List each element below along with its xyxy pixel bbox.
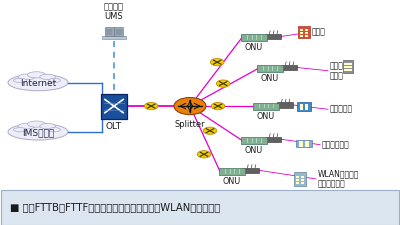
Text: ONU: ONU <box>245 43 263 52</box>
FancyBboxPatch shape <box>265 34 281 39</box>
Text: 机场候机楼: 机场候机楼 <box>330 105 353 114</box>
FancyBboxPatch shape <box>257 65 283 72</box>
FancyBboxPatch shape <box>342 60 354 72</box>
FancyBboxPatch shape <box>300 32 303 34</box>
FancyBboxPatch shape <box>243 168 259 173</box>
Ellipse shape <box>40 74 55 79</box>
FancyBboxPatch shape <box>265 137 281 142</box>
Ellipse shape <box>8 74 68 91</box>
FancyBboxPatch shape <box>296 179 299 181</box>
FancyBboxPatch shape <box>301 182 304 184</box>
FancyBboxPatch shape <box>306 143 309 145</box>
FancyBboxPatch shape <box>241 137 267 144</box>
FancyBboxPatch shape <box>305 106 308 108</box>
Circle shape <box>210 58 224 66</box>
FancyBboxPatch shape <box>299 142 302 144</box>
FancyBboxPatch shape <box>306 145 309 147</box>
Circle shape <box>144 102 158 110</box>
FancyBboxPatch shape <box>300 106 303 108</box>
Circle shape <box>197 151 211 158</box>
FancyBboxPatch shape <box>296 182 299 184</box>
FancyBboxPatch shape <box>253 103 279 110</box>
Text: ■ 采用FTTB或FTTF（光纤到楼层）模式，实现WLAN的快速部署: ■ 采用FTTB或FTTF（光纤到楼层）模式，实现WLAN的快速部署 <box>10 202 220 212</box>
FancyBboxPatch shape <box>348 69 352 71</box>
FancyBboxPatch shape <box>344 66 348 68</box>
FancyBboxPatch shape <box>305 104 308 106</box>
Text: Internet: Internet <box>20 79 56 88</box>
FancyBboxPatch shape <box>300 104 303 106</box>
FancyBboxPatch shape <box>281 65 297 70</box>
Ellipse shape <box>48 78 60 83</box>
FancyBboxPatch shape <box>344 63 348 65</box>
Circle shape <box>211 102 225 110</box>
Text: ONU: ONU <box>261 74 279 83</box>
FancyBboxPatch shape <box>101 94 127 119</box>
Text: Splitter: Splitter <box>175 120 205 129</box>
Ellipse shape <box>18 74 35 80</box>
Text: ONU: ONU <box>245 146 263 155</box>
Circle shape <box>174 97 206 115</box>
FancyBboxPatch shape <box>306 142 309 144</box>
Text: ONU: ONU <box>257 112 275 121</box>
FancyBboxPatch shape <box>294 172 306 186</box>
Text: 火车站候车厅: 火车站候车厅 <box>322 140 350 149</box>
FancyBboxPatch shape <box>296 176 299 178</box>
FancyBboxPatch shape <box>305 29 308 31</box>
FancyBboxPatch shape <box>1 190 399 225</box>
FancyBboxPatch shape <box>299 145 302 147</box>
Circle shape <box>203 127 217 134</box>
FancyBboxPatch shape <box>300 29 303 31</box>
Ellipse shape <box>8 124 68 140</box>
FancyBboxPatch shape <box>105 27 114 36</box>
FancyBboxPatch shape <box>348 63 352 65</box>
FancyBboxPatch shape <box>219 168 245 175</box>
FancyBboxPatch shape <box>300 108 303 110</box>
Ellipse shape <box>13 128 26 132</box>
Ellipse shape <box>28 121 46 127</box>
FancyBboxPatch shape <box>297 101 312 110</box>
FancyBboxPatch shape <box>102 36 126 39</box>
FancyBboxPatch shape <box>241 34 267 41</box>
FancyBboxPatch shape <box>305 108 308 110</box>
FancyBboxPatch shape <box>344 69 348 71</box>
FancyBboxPatch shape <box>305 32 308 34</box>
FancyBboxPatch shape <box>114 27 123 36</box>
Ellipse shape <box>40 124 55 129</box>
Ellipse shape <box>48 128 60 132</box>
FancyBboxPatch shape <box>348 66 352 68</box>
FancyBboxPatch shape <box>300 35 303 37</box>
FancyBboxPatch shape <box>296 140 312 147</box>
FancyBboxPatch shape <box>298 26 310 38</box>
Text: 大学城
教学楼: 大学城 教学楼 <box>330 61 344 80</box>
FancyBboxPatch shape <box>305 35 308 37</box>
FancyBboxPatch shape <box>301 179 304 181</box>
Circle shape <box>216 80 230 87</box>
Ellipse shape <box>28 72 46 78</box>
FancyBboxPatch shape <box>299 143 302 145</box>
FancyBboxPatch shape <box>301 176 304 178</box>
Text: OLT: OLT <box>106 122 122 131</box>
Text: WLAN信号大型
建筑内部覆盖: WLAN信号大型 建筑内部覆盖 <box>318 169 359 189</box>
Ellipse shape <box>13 78 26 83</box>
Text: 统一网管
UMS: 统一网管 UMS <box>104 2 124 21</box>
Text: IMS核心网: IMS核心网 <box>22 128 54 137</box>
Text: 宿舍楼: 宿舍楼 <box>312 28 326 37</box>
Ellipse shape <box>18 123 35 129</box>
Text: ONU: ONU <box>223 177 241 186</box>
FancyBboxPatch shape <box>277 102 293 108</box>
